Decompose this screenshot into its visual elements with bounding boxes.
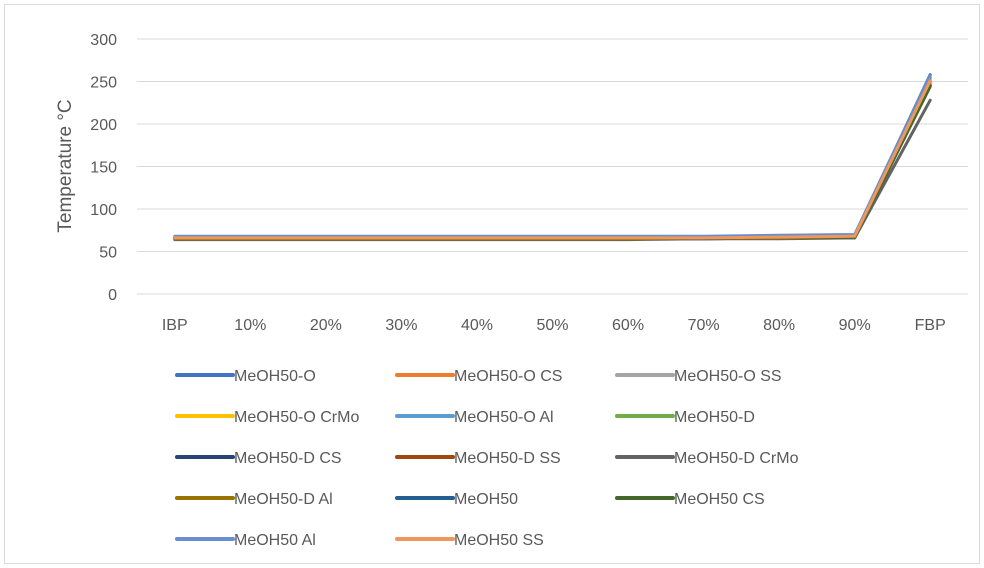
legend-item: MeOH50-D Al — [175, 491, 333, 508]
series-line — [173, 80, 932, 240]
series-line — [173, 78, 932, 240]
series-line — [173, 74, 932, 238]
series-line — [173, 73, 932, 239]
legend-label: MeOH50 — [454, 491, 518, 508]
legend-item: MeOH50 SS — [395, 532, 544, 549]
legend-item: MeOH50-D CrMo — [615, 450, 799, 467]
y-tick-label: 0 — [108, 287, 117, 304]
y-tick-label: 250 — [90, 75, 117, 92]
legend-label: MeOH50-O SS — [674, 368, 782, 385]
y-tick-label: 300 — [90, 32, 117, 49]
legend-item: MeOH50-D — [615, 409, 755, 426]
x-tick-label: 80% — [763, 317, 795, 334]
legend-item: MeOH50-D CS — [175, 450, 342, 467]
y-tick-labels: 0 50 100 150 200 250 300 — [90, 32, 117, 304]
y-tick-label: 50 — [99, 245, 117, 262]
x-tick-label: 60% — [612, 317, 644, 334]
x-tick-label: FBP — [915, 317, 946, 334]
series-line — [173, 80, 932, 241]
legend-label: MeOH50 CS — [674, 491, 765, 508]
y-axis-label: Temperature °C — [55, 99, 76, 232]
legend-label: MeOH50-D CrMo — [674, 450, 799, 467]
legend-item: MeOH50 — [395, 491, 518, 508]
legend-label: MeOH50-D Al — [234, 491, 333, 508]
x-tick-label: 90% — [839, 317, 871, 334]
legend-item: MeOH50-O — [175, 368, 316, 385]
x-tick-label: 50% — [536, 317, 568, 334]
legend-item: MeOH50-O CrMo — [175, 409, 359, 426]
legend-label: MeOH50-O CrMo — [234, 409, 359, 426]
series-line — [173, 79, 932, 240]
series-line — [173, 80, 932, 240]
legend-item: MeOH50-O SS — [615, 368, 782, 385]
x-tick-label: 70% — [688, 317, 720, 334]
x-tick-labels: IBP 10% 20% 30% 40% 50% 60% 70% 80% 90% FBP — [162, 317, 946, 334]
series-line — [173, 84, 932, 241]
legend-item: MeOH50 CS — [615, 491, 765, 508]
legend-label: MeOH50 SS — [454, 532, 544, 549]
grid — [137, 38, 968, 295]
x-tick-label: 20% — [310, 317, 342, 334]
legend-item: MeOH50-O CS — [395, 368, 562, 385]
series-line — [173, 82, 932, 241]
y-tick-label: 150 — [90, 160, 117, 177]
chart-frame — [4, 4, 980, 564]
legend-label: MeOH50-O Al — [454, 409, 554, 426]
legend-label: MeOH50-D SS — [454, 450, 561, 467]
series-line — [173, 75, 932, 239]
legend-label: MeOH50-O CS — [454, 368, 562, 385]
x-tick-label: 30% — [385, 317, 417, 334]
legend: MeOH50-O MeOH50-O CS MeOH50-O SS MeOH50-O C… — [175, 368, 799, 549]
series-lines — [173, 73, 932, 242]
x-tick-label: 40% — [461, 317, 493, 334]
x-tick-label: 10% — [234, 317, 266, 334]
legend-item: MeOH50 Al — [175, 532, 316, 549]
legend-item: MeOH50-O Al — [395, 409, 554, 426]
legend-label: MeOH50 Al — [234, 532, 316, 549]
legend-item: MeOH50-D SS — [395, 450, 561, 467]
y-tick-label: 200 — [90, 117, 117, 134]
legend-label: MeOH50-O — [234, 368, 316, 385]
legend-label: MeOH50-D — [674, 409, 755, 426]
x-tick-label: IBP — [162, 317, 188, 334]
y-tick-label: 100 — [90, 202, 117, 219]
series-line — [173, 77, 932, 240]
legend-label: MeOH50-D CS — [234, 450, 342, 467]
series-line — [173, 85, 932, 240]
series-line — [173, 98, 932, 242]
series-line — [173, 83, 932, 241]
